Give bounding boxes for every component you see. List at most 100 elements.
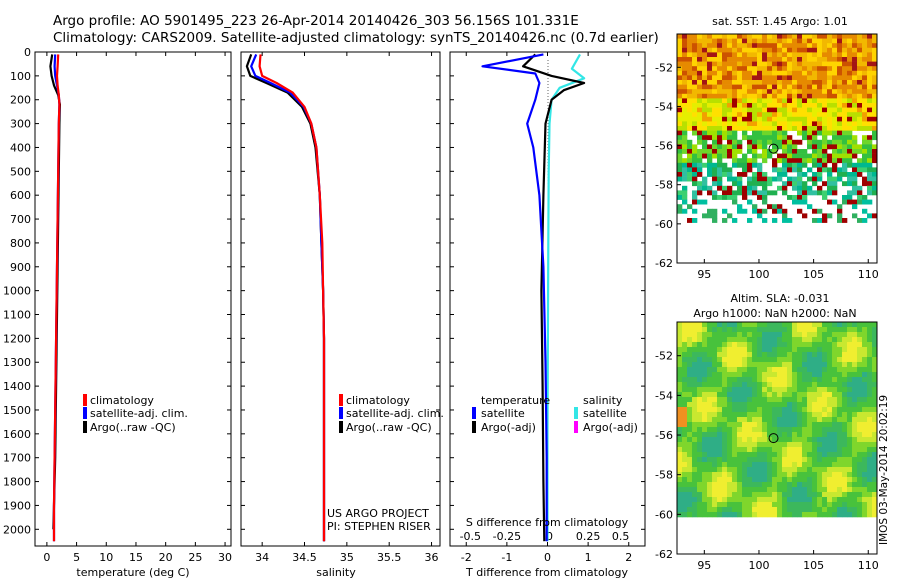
sst-cell — [852, 181, 858, 187]
sst-cell — [692, 162, 698, 168]
sla-cell — [867, 462, 873, 468]
sst-cell — [697, 34, 703, 39]
sst-cell — [677, 153, 683, 159]
sst-cell — [832, 107, 838, 113]
sla-cell — [807, 437, 813, 443]
sla-cell — [862, 382, 868, 388]
sla-cell — [737, 387, 743, 393]
sla-cell — [782, 392, 788, 398]
sla-cell — [817, 467, 823, 473]
series-temperature-argo — [521, 53, 586, 542]
sla-cell — [837, 497, 843, 503]
sla-cell — [852, 407, 858, 413]
sst-cell — [722, 107, 728, 113]
sla-cell — [842, 342, 848, 348]
sla-cell — [722, 447, 728, 453]
sla-cell — [837, 492, 843, 498]
sla-cell — [727, 442, 733, 448]
sla-cell — [747, 417, 753, 423]
sst-cell — [702, 47, 708, 53]
sst-cell — [737, 139, 743, 145]
sst-cell — [837, 139, 843, 145]
sst-cell — [782, 149, 788, 154]
sla-cell — [762, 392, 768, 398]
sst-cell — [847, 52, 853, 58]
sst-cell — [852, 70, 858, 76]
sst-cell — [692, 190, 698, 196]
sla-cell — [707, 327, 713, 333]
sst-cell — [752, 112, 758, 118]
sst-cell — [682, 121, 688, 127]
sst-cell — [677, 167, 683, 173]
sla-cell — [872, 447, 878, 453]
sst-cell — [742, 98, 748, 104]
sla-cell — [772, 447, 778, 453]
sst-cell — [727, 47, 733, 53]
sst-cell — [827, 116, 833, 122]
sst-cell — [852, 98, 858, 104]
sla-cell — [822, 437, 828, 443]
sla-cell — [752, 492, 758, 498]
sla-cell — [832, 382, 838, 388]
sst-cell — [797, 139, 803, 145]
sla-cell — [797, 482, 803, 488]
map-y-tick-label: -60 — [655, 218, 673, 231]
sst-cell — [702, 162, 708, 168]
sla-cell — [827, 502, 833, 508]
sla-cell — [827, 512, 833, 518]
sst-cell — [802, 126, 808, 131]
sst-cell — [682, 52, 688, 58]
sst-cell — [737, 103, 743, 108]
sla-cell — [832, 367, 838, 373]
sst-cell — [792, 158, 798, 164]
sla-cell — [777, 507, 783, 513]
imos-timestamp: IMOS 03-May-2014 20:02:19 — [878, 395, 890, 545]
sst-cell — [687, 52, 693, 58]
sla-cell — [707, 392, 713, 398]
sla-cell — [737, 487, 743, 493]
sla-cell — [757, 422, 763, 428]
sla-cell — [867, 327, 873, 333]
sla-cell — [767, 452, 773, 458]
sla-cell — [717, 347, 723, 353]
sst-cell — [687, 66, 693, 72]
sla-cell — [862, 357, 868, 363]
sla-cell — [727, 437, 733, 443]
sla-cell — [682, 397, 688, 403]
depth-tick-label: 600 — [10, 189, 31, 202]
sla-cell — [802, 427, 808, 433]
sla-cell — [862, 337, 868, 343]
sst-cell — [682, 70, 688, 76]
sst-cell — [772, 162, 778, 168]
sst-cell — [767, 107, 773, 113]
sla-cell — [742, 452, 748, 458]
sla-cell — [682, 337, 688, 343]
sst-cell — [677, 176, 683, 182]
sst-cell — [847, 153, 853, 159]
sst-cell — [872, 149, 878, 154]
sst-cell — [802, 57, 808, 62]
sla-cell — [697, 457, 703, 463]
sla-cell — [867, 512, 873, 518]
sst-cell — [707, 103, 713, 108]
sla-cell — [872, 462, 878, 468]
sla-cell — [832, 397, 838, 403]
sst-cell — [772, 149, 778, 154]
sst-cell — [857, 61, 863, 67]
sst-cell — [867, 139, 873, 145]
sst-cell — [742, 38, 748, 44]
sst-cell — [802, 190, 808, 196]
sst-cell — [682, 167, 688, 173]
legend-label-satellite: satellite-adj. clim. — [90, 407, 188, 420]
sst-cell — [857, 38, 863, 44]
sst-cell — [682, 190, 688, 196]
sla-cell — [802, 357, 808, 363]
sla-cell — [832, 372, 838, 378]
sla-cell — [872, 422, 878, 428]
sst-cell — [797, 162, 803, 168]
sst-cell — [702, 126, 708, 131]
map-y-tick-label: -60 — [655, 508, 673, 521]
sla-cell — [717, 382, 723, 388]
sst-cell — [737, 57, 743, 62]
sla-cell — [857, 477, 863, 483]
